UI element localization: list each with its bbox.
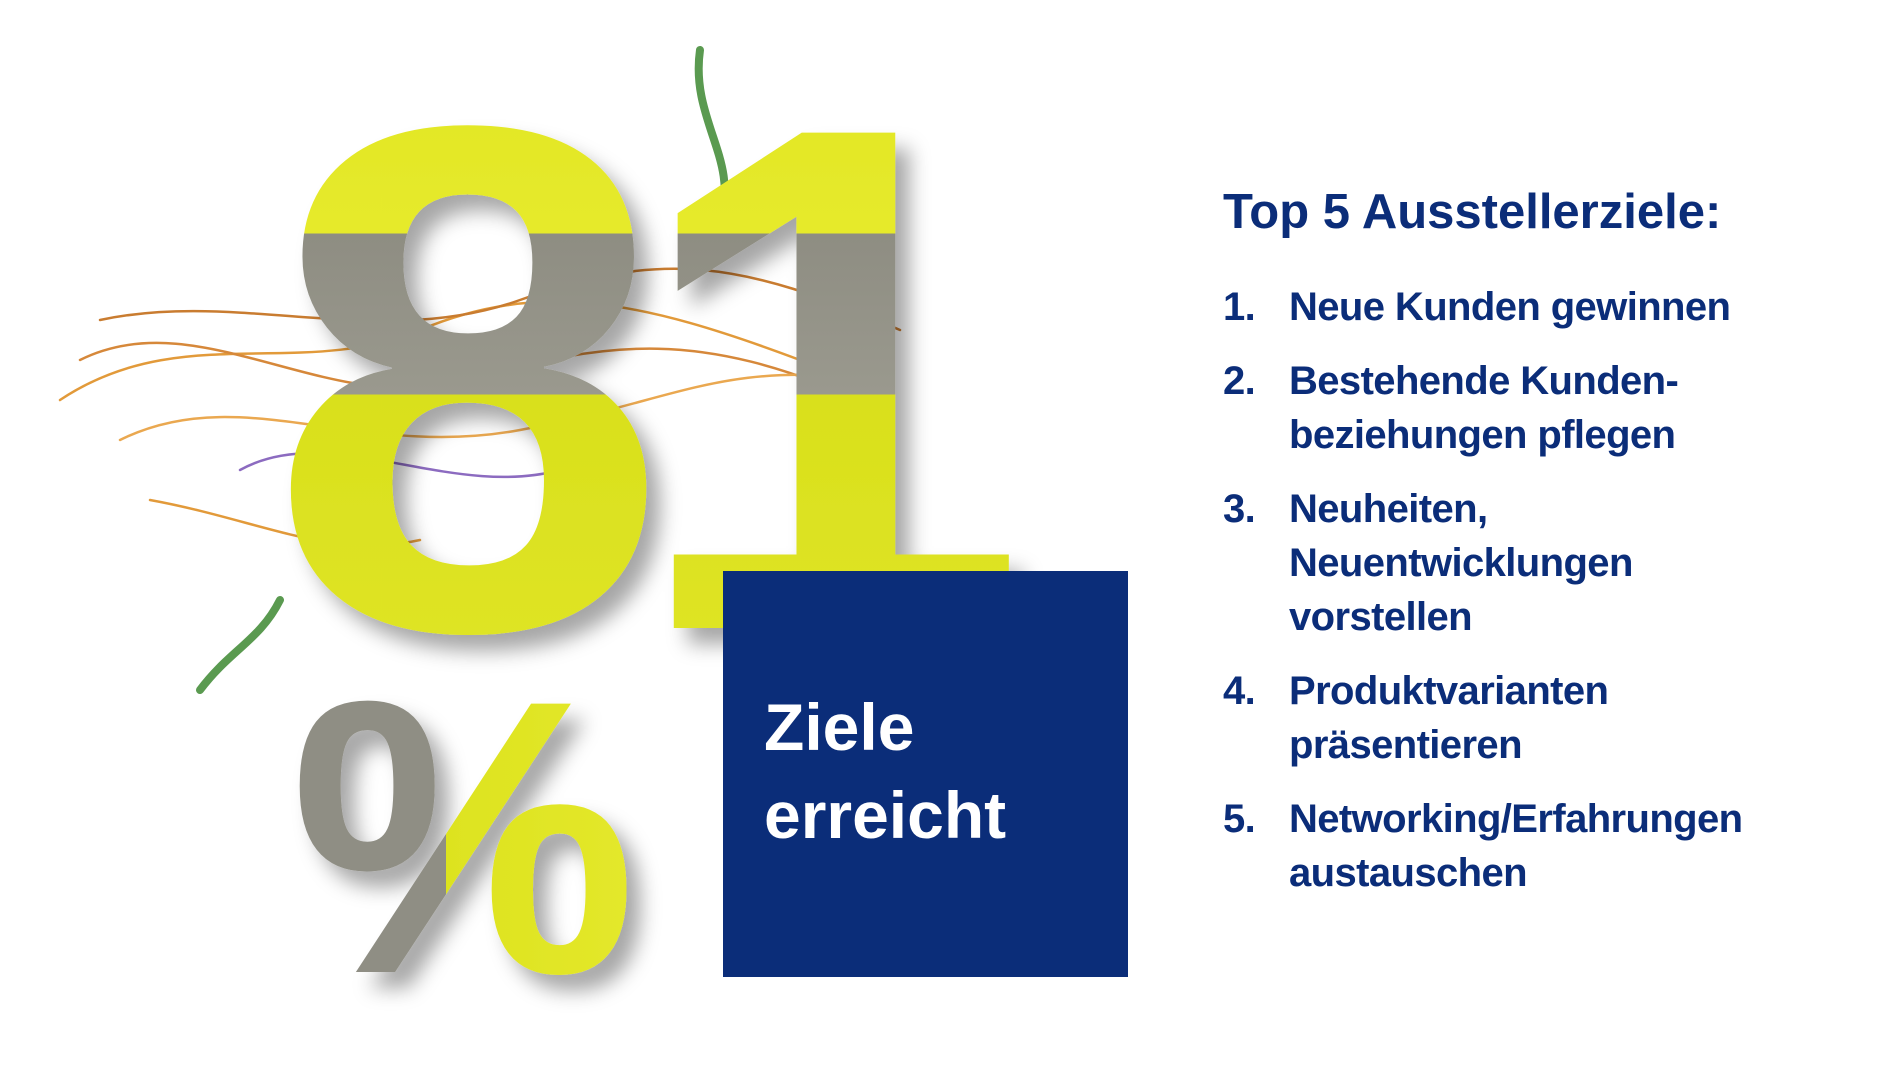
item-number: 5. bbox=[1223, 797, 1255, 841]
item-text: beziehungen pflegen bbox=[1289, 413, 1675, 457]
caption-line: erreicht bbox=[764, 778, 1006, 852]
item-text: präsentieren bbox=[1289, 723, 1522, 767]
caption-line: Ziele bbox=[764, 690, 914, 764]
item-text: vorstellen bbox=[1289, 595, 1472, 639]
list-title: Top 5 Ausstellerziele: bbox=[1223, 185, 1721, 239]
goal-list: 1. Neue Kunden gewinnen 2. Bestehende Kunde… bbox=[1223, 285, 1743, 895]
item-number: 3. bbox=[1223, 487, 1255, 531]
item-text: Neuheiten, bbox=[1289, 487, 1487, 531]
item-text: Neuentwicklungen bbox=[1289, 541, 1633, 585]
percent-sign: % bbox=[290, 619, 637, 1055]
item-text: Neue Kunden gewinnen bbox=[1289, 285, 1730, 329]
item-text: Produktvarianten bbox=[1289, 669, 1608, 713]
item-text: austauschen bbox=[1289, 851, 1527, 895]
item-number: 4. bbox=[1223, 669, 1255, 713]
caption-box bbox=[723, 571, 1128, 977]
item-text: Networking/Erfahrungen bbox=[1289, 797, 1743, 841]
item-number: 2. bbox=[1223, 359, 1255, 403]
wires bbox=[58, 46, 902, 694]
item-number: 1. bbox=[1223, 285, 1255, 329]
item-text: Bestehende Kunden- bbox=[1289, 359, 1678, 403]
